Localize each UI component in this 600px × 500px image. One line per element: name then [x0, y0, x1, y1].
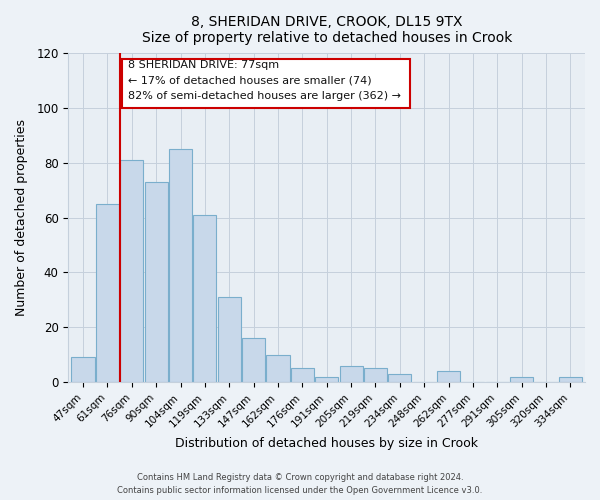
Bar	[218, 297, 241, 382]
Bar	[266, 354, 290, 382]
Bar	[437, 371, 460, 382]
Title: 8, SHERIDAN DRIVE, CROOK, DL15 9TX
Size of property relative to detached houses : 8, SHERIDAN DRIVE, CROOK, DL15 9TX Size …	[142, 15, 512, 45]
Bar	[388, 374, 412, 382]
Bar	[315, 376, 338, 382]
Bar	[559, 376, 582, 382]
Bar	[120, 160, 143, 382]
Bar	[193, 215, 217, 382]
FancyBboxPatch shape	[122, 59, 410, 108]
Text: 8 SHERIDAN DRIVE: 77sqm
← 17% of detached houses are smaller (74)
82% of semi-de: 8 SHERIDAN DRIVE: 77sqm ← 17% of detache…	[128, 60, 401, 102]
Bar	[291, 368, 314, 382]
Bar	[169, 149, 192, 382]
Bar	[96, 204, 119, 382]
Bar	[364, 368, 387, 382]
Bar	[145, 182, 168, 382]
Text: Contains HM Land Registry data © Crown copyright and database right 2024.
Contai: Contains HM Land Registry data © Crown c…	[118, 474, 482, 495]
Bar	[510, 376, 533, 382]
Bar	[242, 338, 265, 382]
Y-axis label: Number of detached properties: Number of detached properties	[15, 119, 28, 316]
Bar	[340, 366, 362, 382]
X-axis label: Distribution of detached houses by size in Crook: Distribution of detached houses by size …	[175, 437, 478, 450]
Bar	[71, 358, 95, 382]
